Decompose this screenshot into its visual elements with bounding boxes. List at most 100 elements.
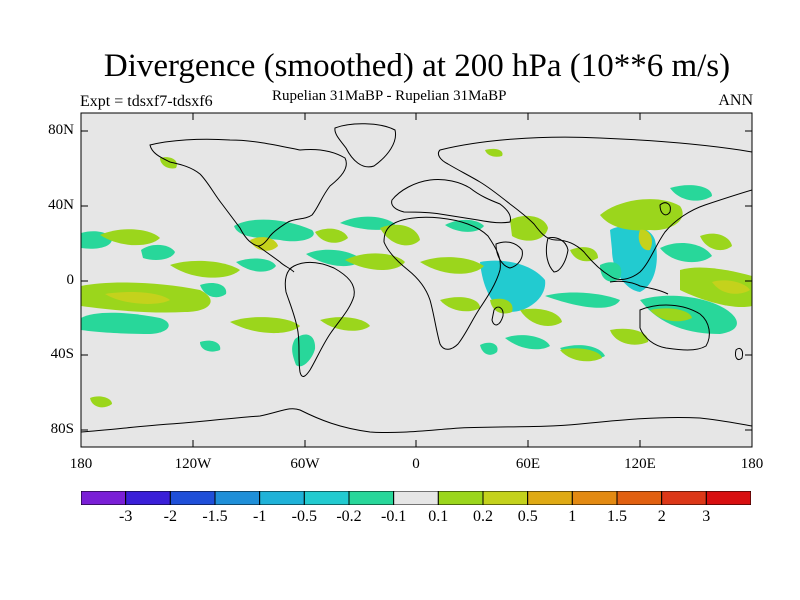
period-subtitle: Rupelian 31MaBP - Rupelian 31MaBP	[272, 88, 507, 104]
plot-title: Divergence (smoothed) at 200 hPa (10**6 …	[103, 48, 731, 84]
colorbar-label: -2	[163, 508, 177, 525]
lon-tick-label: 180	[740, 456, 764, 472]
lon-tick-label: 60W	[290, 456, 320, 472]
field-patch	[100, 229, 160, 246]
field-patch	[485, 148, 503, 157]
lon-tick-label: 60E	[515, 456, 541, 472]
field-patch	[345, 253, 405, 270]
lon-tick-label: 0	[412, 456, 420, 472]
colorbar-swatch	[571, 491, 618, 505]
colorbar-swatch	[214, 491, 261, 505]
colorbar-label: 0.5	[517, 508, 538, 525]
colorbar-label: -0.2	[336, 508, 362, 525]
coastlines	[81, 123, 752, 434]
colorbar-label: 0.2	[473, 508, 493, 525]
colorbar-swatch	[348, 491, 395, 505]
colorbar-label: 0.1	[428, 508, 449, 525]
field-patch	[315, 228, 348, 243]
colorbar-label: 3	[702, 508, 711, 525]
colorbar-label: 2	[657, 508, 666, 525]
field-patch	[560, 348, 602, 362]
lon-tick-label: 120W	[174, 456, 212, 472]
field-patch	[200, 340, 221, 352]
field-patch	[170, 260, 240, 278]
lat-tick-label: 40N	[48, 197, 74, 213]
field-patch	[712, 280, 750, 294]
lon-tick-label: 120E	[624, 456, 656, 472]
colorbar-swatch	[393, 491, 439, 505]
field-patch	[600, 199, 683, 231]
field-patch	[570, 247, 598, 262]
colorbar-label: 1	[568, 508, 577, 525]
field-patch	[610, 328, 649, 345]
south-america-coast	[284, 261, 355, 377]
field-patch	[445, 219, 484, 232]
field-patch	[420, 257, 484, 274]
field-patch	[90, 396, 112, 408]
lon-tick-label: 180	[69, 456, 93, 472]
field-patch	[250, 237, 278, 251]
indonesia-coast	[609, 280, 669, 295]
colorbar-swatch	[81, 491, 127, 505]
field-patch	[505, 335, 550, 350]
north-america-coast	[149, 138, 347, 247]
colorbar-swatch	[125, 491, 171, 505]
colorbar-swatch	[259, 491, 305, 505]
field-patch	[236, 258, 276, 272]
greenland-coast	[334, 123, 397, 168]
colorbar-label: -3	[119, 508, 133, 525]
field-patch	[81, 312, 169, 334]
lat-tick-label: 80N	[48, 122, 74, 138]
asia-coast	[437, 136, 752, 280]
colorbar-label: 1.5	[607, 508, 627, 525]
colorbar-label: -1	[253, 508, 267, 525]
field-patch	[292, 334, 316, 367]
madagascar-coast	[491, 306, 504, 326]
lat-tick-label: 40S	[50, 346, 74, 362]
arabia-coast	[495, 241, 523, 269]
field-patch	[340, 216, 395, 230]
field-patch	[520, 308, 562, 326]
field-patch	[480, 342, 498, 355]
field-patch	[638, 229, 652, 251]
colorbar-label: -0.1	[381, 508, 407, 525]
colorbar-swatch	[527, 491, 573, 505]
field-patch	[490, 298, 513, 314]
field-patch	[635, 255, 653, 273]
axis-ticks	[81, 113, 752, 447]
antarctica-coast	[81, 408, 752, 434]
field-patch	[141, 244, 175, 260]
colorbar-swatch	[303, 491, 350, 505]
colorbar-swatch	[169, 491, 216, 505]
experiment-label: Expt = tdsxf7-tdsxf6	[80, 93, 213, 110]
colorbar-label: -0.5	[291, 508, 317, 525]
field-patch	[670, 185, 712, 201]
field-patch	[380, 224, 420, 246]
field-patch	[660, 242, 712, 263]
field-patch	[200, 283, 227, 298]
field-patch	[700, 233, 732, 251]
lat-tick-label: 0	[66, 272, 75, 288]
india-coast	[545, 237, 569, 273]
lat-tick-label: 80S	[50, 421, 74, 437]
colorbar-swatch	[482, 491, 529, 505]
europe-coast	[391, 179, 511, 224]
colorbar-swatch	[616, 491, 663, 505]
field-patch	[510, 215, 548, 241]
colorbar	[81, 491, 751, 505]
colorbar-swatch	[705, 491, 751, 505]
africa-coast	[383, 216, 501, 350]
australia-coast	[639, 304, 710, 351]
japan-coast	[659, 202, 671, 216]
field-patch	[105, 292, 170, 304]
field-patch	[306, 249, 362, 267]
field-patch	[234, 219, 314, 242]
colorbar-label: -1.5	[202, 508, 228, 525]
colorbar-swatch	[661, 491, 707, 505]
field-patch	[680, 267, 752, 308]
new-zealand-coast	[735, 347, 743, 361]
field-patch	[160, 157, 177, 169]
season-label: ANN	[718, 92, 753, 109]
field-patch	[230, 317, 300, 334]
